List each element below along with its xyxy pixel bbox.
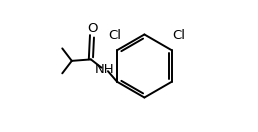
Text: O: O <box>87 22 97 35</box>
Text: Cl: Cl <box>172 29 185 42</box>
Text: NH: NH <box>95 63 115 76</box>
Text: Cl: Cl <box>108 29 121 42</box>
